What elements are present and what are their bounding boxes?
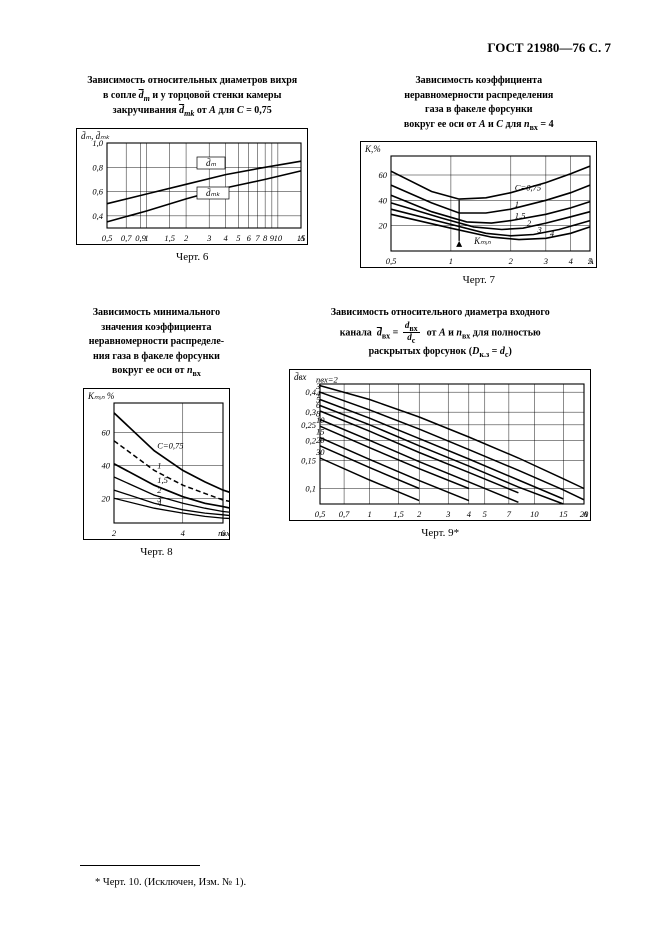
svg-text:20: 20 bbox=[379, 221, 388, 231]
svg-text:5: 5 bbox=[483, 509, 487, 519]
svg-text:0,1: 0,1 bbox=[306, 483, 317, 493]
svg-text:0,8: 0,8 bbox=[93, 162, 104, 172]
chart8-box: C=0,7511,5234246nвх204060Kₘᵢₙ % bbox=[83, 388, 230, 540]
svg-text:4: 4 bbox=[224, 233, 229, 243]
svg-text:15: 15 bbox=[559, 509, 568, 519]
chart7-box: C=0,7511,52340,512345A204060K,%Kₘᵢₙ bbox=[360, 141, 597, 268]
svg-text:8: 8 bbox=[263, 233, 268, 243]
svg-text:1,5: 1,5 bbox=[157, 475, 168, 485]
svg-text:60: 60 bbox=[379, 170, 388, 180]
svg-text:3: 3 bbox=[537, 225, 542, 235]
svg-text:0,25: 0,25 bbox=[301, 420, 316, 430]
svg-text:0,5: 0,5 bbox=[315, 509, 326, 519]
row-1: Зависимость относительных диаметров вихр… bbox=[60, 74, 611, 286]
svg-text:0,7: 0,7 bbox=[339, 509, 350, 519]
svg-text:10: 10 bbox=[274, 233, 283, 243]
chart9-caption: Черт. 9* bbox=[421, 527, 459, 539]
svg-text:1,5: 1,5 bbox=[515, 211, 526, 221]
svg-text:6: 6 bbox=[247, 233, 252, 243]
svg-text:A: A bbox=[299, 233, 306, 243]
svg-text:1: 1 bbox=[157, 460, 161, 470]
cell-chart6: Зависимость относительных диаметров вихр… bbox=[60, 74, 324, 286]
cell-chart9: Зависимость относительного диаметра вход… bbox=[269, 306, 611, 558]
svg-text:4: 4 bbox=[157, 498, 162, 508]
svg-text:60: 60 bbox=[101, 427, 110, 437]
cell-chart8: Зависимость минимальногозначения коэффиц… bbox=[60, 306, 253, 558]
svg-text:30: 30 bbox=[315, 447, 325, 457]
svg-text:0,5: 0,5 bbox=[102, 233, 113, 243]
svg-text:2: 2 bbox=[509, 256, 514, 266]
svg-text:7: 7 bbox=[507, 509, 512, 519]
svg-text:A: A bbox=[582, 509, 589, 519]
svg-text:2: 2 bbox=[112, 528, 117, 538]
svg-text:3: 3 bbox=[445, 509, 450, 519]
footnote: * Черт. 10. (Исключен, Изм. № 1). bbox=[95, 877, 246, 888]
svg-text:7: 7 bbox=[256, 233, 261, 243]
svg-text:0,4: 0,4 bbox=[306, 387, 317, 397]
svg-text:0,15: 0,15 bbox=[301, 455, 316, 465]
svg-text:4: 4 bbox=[550, 228, 555, 238]
svg-text:0,2: 0,2 bbox=[306, 435, 317, 445]
svg-text:20: 20 bbox=[101, 493, 110, 503]
svg-text:d̄вх: d̄вх bbox=[294, 372, 306, 382]
svg-text:0,6: 0,6 bbox=[93, 186, 104, 196]
chart6-box: d̄ₘd̄ₘₖ0,50,70,911,5234567891015A0,40,60… bbox=[76, 128, 308, 245]
cell-chart7: Зависимость коэффициентанеравномерности … bbox=[347, 74, 611, 286]
svg-text:2: 2 bbox=[527, 218, 532, 228]
chart6-caption: Черт. 6 bbox=[176, 251, 208, 263]
svg-text:3: 3 bbox=[543, 256, 548, 266]
chart9-title: Зависимость относительного диаметра вход… bbox=[331, 306, 550, 361]
svg-text:4: 4 bbox=[569, 256, 574, 266]
svg-text:40: 40 bbox=[101, 460, 110, 470]
svg-text:4: 4 bbox=[467, 509, 472, 519]
svg-text:0,5: 0,5 bbox=[386, 256, 397, 266]
svg-text:1,5: 1,5 bbox=[393, 509, 404, 519]
row-2: Зависимость минимальногозначения коэффиц… bbox=[60, 306, 611, 558]
svg-text:4: 4 bbox=[181, 528, 186, 538]
svg-text:10: 10 bbox=[530, 509, 539, 519]
svg-text:0,4: 0,4 bbox=[93, 211, 104, 221]
chart8-caption: Черт. 8 bbox=[140, 546, 172, 558]
svg-text:0,3: 0,3 bbox=[306, 407, 317, 417]
svg-text:Kₘᵢₙ %: Kₘᵢₙ % bbox=[87, 391, 114, 401]
svg-text:d̄ₘₖ: d̄ₘₖ bbox=[206, 188, 220, 198]
svg-text:10: 10 bbox=[316, 415, 325, 425]
chart7-caption: Черт. 7 bbox=[463, 274, 495, 286]
page: ГОСТ 21980—76 С. 7 Зависимость относител… bbox=[0, 0, 661, 936]
svg-text:d̄ₘ, d̄ₘₖ: d̄ₘ, d̄ₘₖ bbox=[81, 131, 110, 141]
svg-text:A: A bbox=[588, 256, 595, 266]
page-header: ГОСТ 21980—76 С. 7 bbox=[60, 40, 611, 56]
svg-text:0,7: 0,7 bbox=[121, 233, 132, 243]
svg-text:1: 1 bbox=[449, 256, 453, 266]
svg-text:C=0,75: C=0,75 bbox=[157, 440, 183, 450]
svg-text:Kₘᵢₙ: Kₘᵢₙ bbox=[473, 236, 491, 246]
footnote-rule bbox=[80, 865, 200, 866]
chart6-title: Зависимость относительных диаметров вихр… bbox=[87, 74, 297, 120]
svg-text:nвх: nвх bbox=[218, 528, 229, 538]
svg-text:40: 40 bbox=[379, 195, 388, 205]
chart9-box: nвх=234568101520300,50,711,523457101520A… bbox=[289, 369, 591, 521]
svg-text:1,5: 1,5 bbox=[165, 233, 176, 243]
chart7-title: Зависимость коэффициентанеравномерности … bbox=[404, 74, 554, 133]
svg-text:2: 2 bbox=[184, 233, 189, 243]
svg-text:d̄ₘ: d̄ₘ bbox=[206, 158, 217, 168]
svg-text:2: 2 bbox=[417, 509, 422, 519]
svg-text:1: 1 bbox=[368, 509, 372, 519]
svg-text:1: 1 bbox=[145, 233, 149, 243]
svg-text:3: 3 bbox=[206, 233, 211, 243]
svg-text:20: 20 bbox=[316, 435, 325, 445]
svg-text:K,%: K,% bbox=[364, 144, 381, 154]
svg-text:C=0,75: C=0,75 bbox=[515, 183, 541, 193]
chart8-title: Зависимость минимальногозначения коэффиц… bbox=[89, 306, 224, 380]
svg-text:1: 1 bbox=[515, 199, 519, 209]
svg-text:5: 5 bbox=[236, 233, 240, 243]
